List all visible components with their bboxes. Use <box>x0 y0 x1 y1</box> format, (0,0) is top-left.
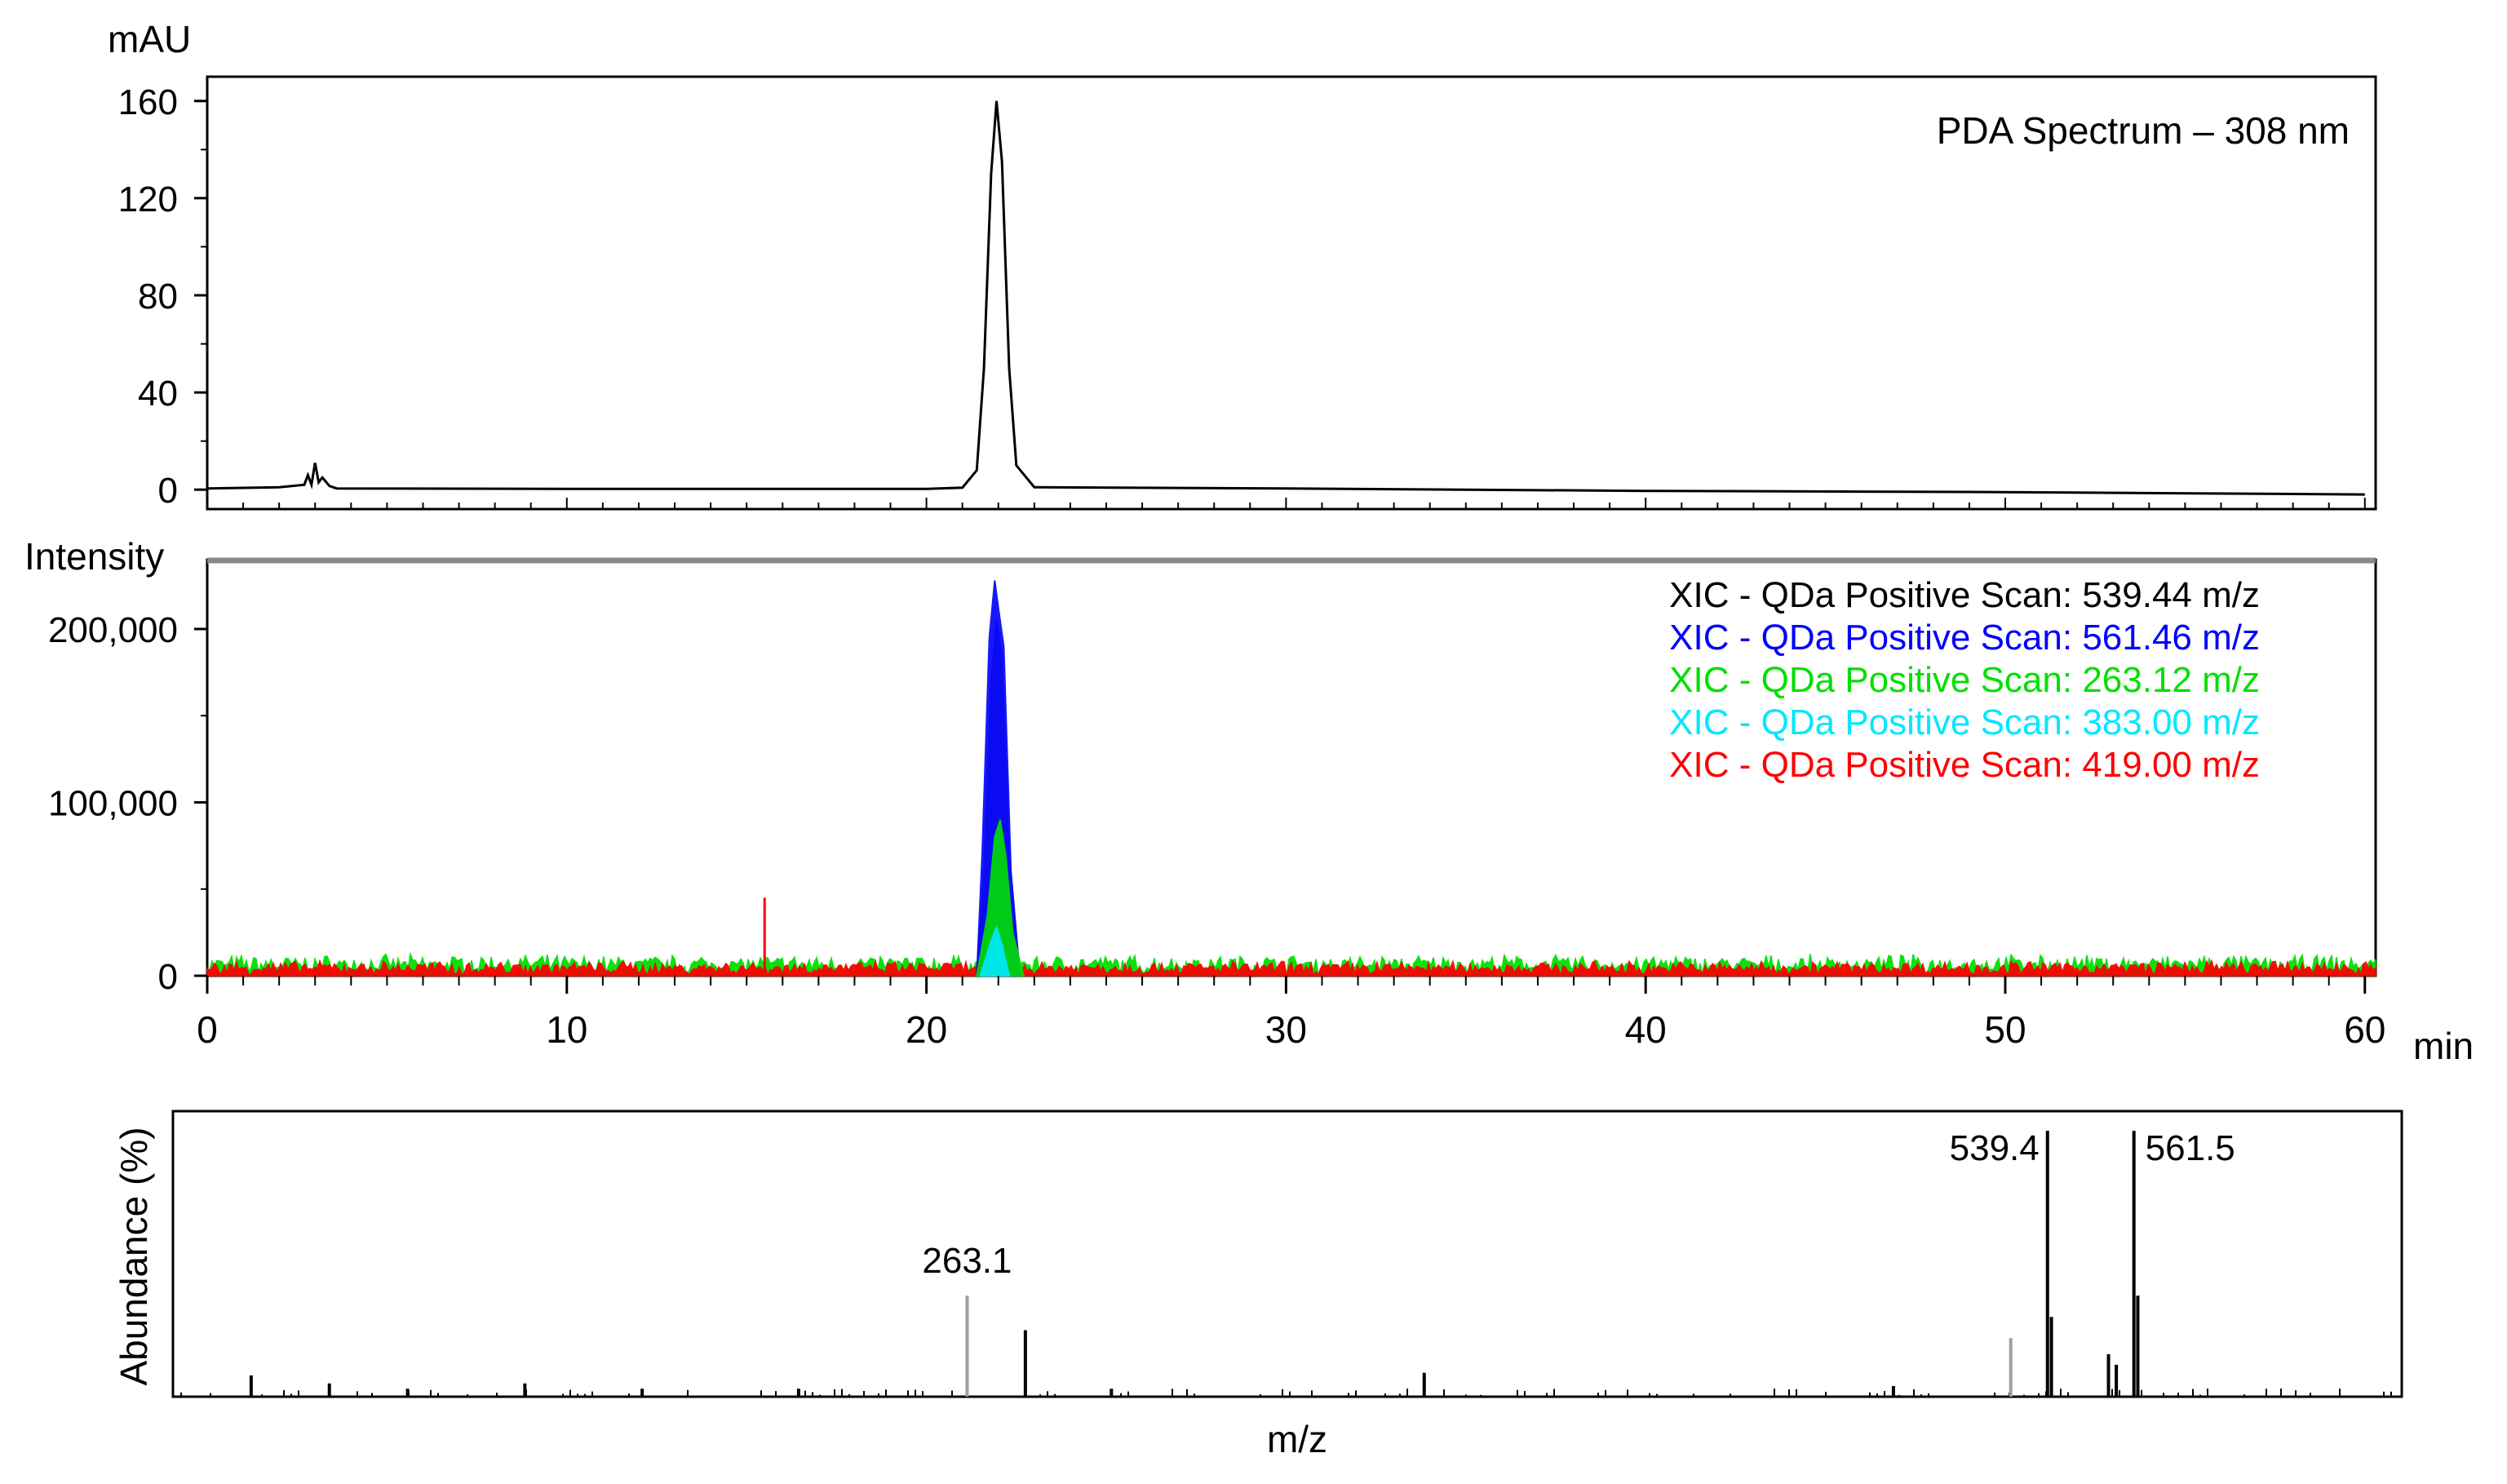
xic-y-axis-title: Intensity <box>24 535 164 578</box>
xic-legend-entry-4: XIC - QDa Positive Scan: 419.00 m/z <box>1669 745 2260 785</box>
ms-peak-labels: 263.1 539.4 561.5 <box>922 1128 2235 1281</box>
xic-x-axis-title: min <box>2413 1025 2474 1067</box>
ms-baseline-noise <box>180 1389 2392 1397</box>
xic-baseline-noise <box>206 951 2376 978</box>
ms-panel: Abundance (%) 263.1 539.4 561.5 m/z <box>113 1110 2403 1460</box>
pda-y-tick-label: 120 <box>118 179 178 219</box>
xic-legend-entry-0: XIC - QDa Positive Scan: 539.44 m/z <box>1669 575 2260 615</box>
ms-plot-frame <box>171 1110 2403 1398</box>
pda-y-tick-label: 40 <box>138 374 178 414</box>
xic-peak-1 <box>976 580 1021 977</box>
xic-panel: Intensity XIC - QDa Positive Scan: 539.4… <box>24 535 2474 1067</box>
xic-x-ticks: 0 10 20 30 40 50 60 <box>197 976 2385 1051</box>
pda-panel: mAU PDA Spectrum – 308 nm 0 40 80 120 160 <box>108 18 2377 511</box>
xic-legend-entry-3: XIC - QDa Positive Scan: 383.00 m/z <box>1669 702 2260 742</box>
pda-annotation: PDA Spectrum – 308 nm <box>1937 109 2350 152</box>
xic-peaks <box>763 580 1025 977</box>
xic-y-ticks: 0 100,000 200,000 <box>48 610 207 997</box>
xic-x-tick-label: 50 <box>1984 1008 2026 1051</box>
pda-y-tick-label: 0 <box>158 471 178 511</box>
xic-x-tick-label: 30 <box>1265 1008 1307 1051</box>
xic-noise-red <box>206 959 2376 978</box>
ms-peak-label: 539.4 <box>1950 1128 2040 1168</box>
pda-y-tick-label: 80 <box>138 277 178 317</box>
xic-y-tick-label: 100,000 <box>48 784 178 824</box>
xic-peak-2 <box>976 819 1025 977</box>
xic-y-tick-label: 200,000 <box>48 610 178 650</box>
ms-spectrum-bars <box>249 1131 2140 1397</box>
ms-y-axis-title: Abundance (%) <box>113 1127 155 1385</box>
xic-y-tick-label: 0 <box>158 957 178 997</box>
pda-y-axis-title: mAU <box>108 18 191 60</box>
pda-x-minor-ticks <box>206 498 2366 509</box>
pda-y-ticks: 0 40 80 120 160 <box>118 82 207 511</box>
xic-x-tick-label: 40 <box>1625 1008 1667 1051</box>
pda-trace-308nm <box>206 100 2365 496</box>
xic-legend-entry-1: XIC - QDa Positive Scan: 561.46 m/z <box>1669 618 2260 658</box>
ms-peak-label: 263.1 <box>922 1241 1012 1281</box>
pda-y-tick-label: 160 <box>118 82 178 122</box>
xic-x-tick-label: 20 <box>906 1008 947 1051</box>
xic-legend-entry-2: XIC - QDa Positive Scan: 263.12 m/z <box>1669 660 2260 700</box>
xic-x-tick-label: 60 <box>2344 1008 2385 1051</box>
ms-peak-label: 561.5 <box>2146 1128 2235 1168</box>
xic-x-tick-label: 0 <box>197 1008 218 1051</box>
xic-peak-3 <box>979 924 1011 977</box>
xic-x-tick-label: 10 <box>546 1008 587 1051</box>
pda-plot-frame <box>206 75 2377 511</box>
ms-x-axis-title: m/z <box>1267 1418 1327 1460</box>
